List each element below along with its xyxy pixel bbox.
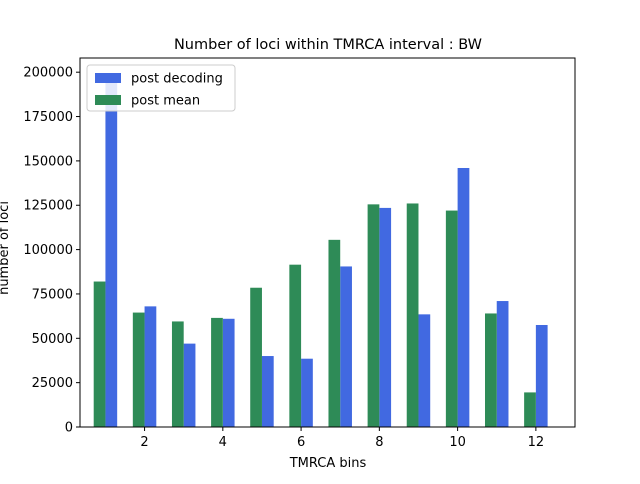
x-axis-label: TMRCA bins: [289, 456, 367, 471]
bar-post-mean-11: [485, 313, 497, 427]
y-tick-label: 100000: [23, 243, 73, 258]
legend-label-post-mean: post mean: [131, 94, 200, 109]
bar-post-mean-7: [328, 239, 341, 427]
x-tick-label: 8: [375, 435, 383, 450]
bar-post-decoding-1: [105, 81, 118, 427]
bar-post-decoding-7: [340, 266, 352, 427]
legend: post decoding post mean: [86, 64, 236, 112]
y-tick-label: 200000: [23, 66, 73, 81]
bar-post-decoding-2: [144, 306, 157, 427]
bar-post-decoding-5: [261, 356, 274, 427]
legend-swatch-post-decoding: [95, 73, 121, 83]
y-tick-label: 0: [65, 421, 73, 436]
y-tick-label: 150000: [23, 154, 73, 169]
legend-box: [86, 64, 236, 112]
bar-post-decoding-12: [535, 324, 548, 427]
y-tick-label: 175000: [23, 110, 73, 125]
bars-group: [93, 81, 548, 427]
bar-post-mean-5: [250, 287, 262, 427]
y-tick-label: 25000: [32, 376, 73, 391]
bar-post-mean-6: [289, 264, 302, 427]
bar-post-mean-8: [367, 204, 380, 427]
y-axis-label: number of loci: [0, 201, 12, 295]
bar-post-mean-10: [445, 210, 458, 427]
legend-swatch-post-mean: [95, 95, 121, 105]
x-tick-label: 4: [219, 435, 227, 450]
bar-post-decoding-10: [457, 167, 470, 427]
bar-post-decoding-11: [496, 301, 509, 427]
bar-post-decoding-3: [183, 343, 196, 427]
legend-label-post-decoding: post decoding: [131, 72, 223, 87]
y-tick-label: 75000: [32, 287, 73, 302]
x-tick-label: 10: [449, 435, 466, 450]
bar-post-mean-2: [132, 312, 145, 427]
y-tick-label: 125000: [23, 199, 73, 214]
bar-post-mean-3: [171, 321, 184, 427]
bar-post-mean-1: [93, 281, 106, 427]
bar-post-decoding-6: [301, 358, 313, 427]
chart-title: Number of loci within TMRCA interval : B…: [174, 37, 482, 53]
plot-frame: [79, 57, 576, 428]
x-tick-label: 12: [528, 435, 545, 450]
bar-post-mean-4: [211, 317, 223, 427]
x-tick-label: 2: [140, 435, 148, 450]
axes-group: 0 25000 50000 75000 100000 125000 150000 175000…: [23, 57, 576, 450]
bar-post-mean-12: [524, 392, 536, 427]
y-tick-label: 50000: [32, 332, 73, 347]
bar-post-decoding-8: [379, 207, 392, 427]
bar-post-mean-9: [406, 203, 419, 427]
x-tick-label: 6: [297, 435, 305, 450]
bar-post-decoding-4: [222, 318, 235, 427]
bar-post-decoding-9: [418, 314, 431, 427]
